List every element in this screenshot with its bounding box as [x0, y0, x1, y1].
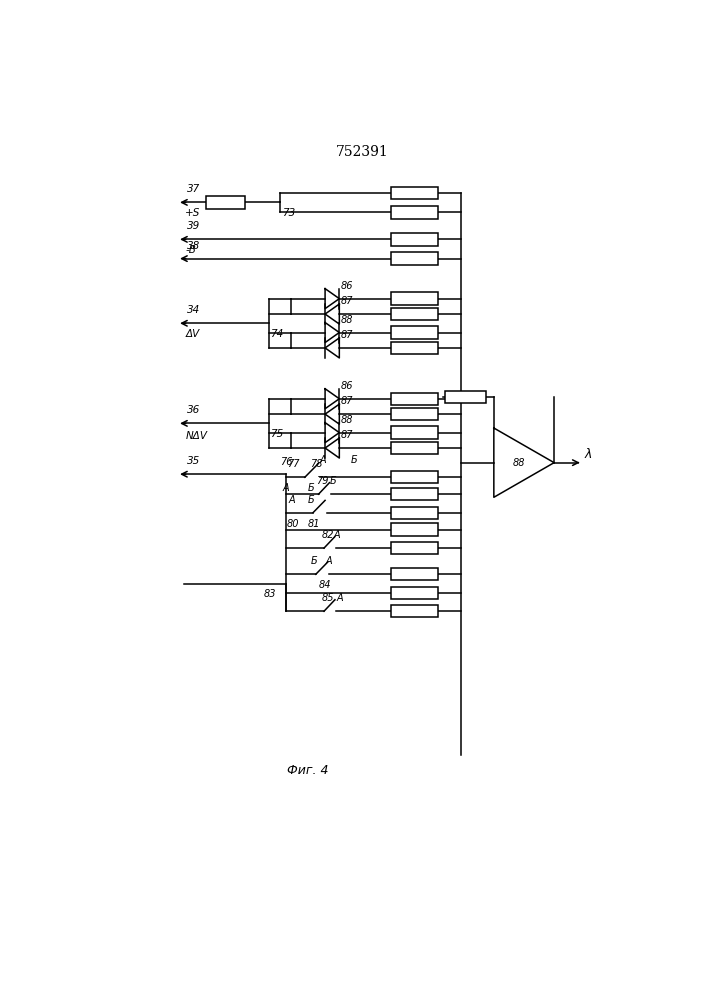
Bar	[391, 308, 438, 320]
Bar	[445, 391, 486, 403]
Bar	[391, 408, 438, 420]
Text: Б: Б	[308, 483, 315, 493]
Text: 79: 79	[316, 476, 328, 486]
Text: A: A	[334, 530, 341, 540]
Text: 86: 86	[341, 281, 354, 291]
Bar	[391, 426, 438, 439]
Bar	[391, 342, 438, 354]
Bar	[391, 542, 438, 554]
Text: λ: λ	[585, 448, 592, 461]
Text: 86: 86	[341, 381, 354, 391]
Text: 37: 37	[187, 184, 200, 194]
Text: 87: 87	[341, 396, 354, 406]
Bar	[391, 488, 438, 500]
Bar	[391, 523, 438, 536]
Text: 84: 84	[319, 580, 331, 590]
Bar	[391, 252, 438, 265]
Text: +S: +S	[185, 208, 201, 218]
Text: 88: 88	[341, 315, 354, 325]
Bar	[391, 471, 438, 483]
Text: 34: 34	[187, 305, 200, 315]
Text: 752391: 752391	[336, 145, 389, 159]
Text: 39: 39	[187, 221, 200, 231]
Text: A: A	[326, 556, 332, 566]
Bar	[391, 187, 438, 199]
Text: 87: 87	[341, 296, 354, 306]
Bar	[391, 507, 438, 519]
Text: 35: 35	[187, 456, 200, 466]
Text: 78: 78	[310, 459, 323, 469]
Text: Б: Б	[308, 495, 315, 505]
Bar	[391, 442, 438, 454]
Text: 36: 36	[187, 405, 200, 415]
Bar	[391, 326, 438, 339]
Text: 81: 81	[308, 519, 320, 529]
Text: Б: Б	[350, 455, 357, 465]
Text: 83: 83	[264, 589, 276, 599]
Text: ΔV: ΔV	[185, 329, 199, 339]
Text: NΔV: NΔV	[185, 431, 207, 441]
Text: Б: Б	[310, 556, 317, 566]
Text: A: A	[288, 495, 295, 505]
Text: 88: 88	[513, 458, 525, 468]
Text: 87: 87	[341, 330, 354, 340]
Bar	[206, 196, 245, 209]
Bar	[391, 605, 438, 617]
Bar	[391, 233, 438, 246]
Text: 38: 38	[187, 241, 200, 251]
Text: 77: 77	[287, 459, 299, 469]
Text: 80: 80	[287, 519, 299, 529]
Text: A: A	[320, 455, 326, 465]
Text: 74: 74	[270, 329, 284, 339]
Text: 75: 75	[270, 429, 284, 439]
Bar	[391, 393, 438, 405]
Text: 87: 87	[341, 430, 354, 440]
Text: 85.: 85.	[321, 593, 337, 603]
Text: 73: 73	[282, 208, 296, 218]
Bar	[391, 587, 438, 599]
Text: 76: 76	[280, 457, 293, 467]
Text: A: A	[336, 593, 343, 603]
Bar	[391, 568, 438, 580]
Text: 82: 82	[321, 530, 334, 540]
Text: -B: -B	[185, 245, 197, 255]
Text: Б: Б	[329, 476, 337, 486]
Text: Фиг. 4: Фиг. 4	[287, 764, 328, 777]
Text: 88: 88	[341, 415, 354, 425]
Bar	[391, 206, 438, 219]
Text: A: A	[283, 483, 289, 493]
Bar	[391, 292, 438, 305]
